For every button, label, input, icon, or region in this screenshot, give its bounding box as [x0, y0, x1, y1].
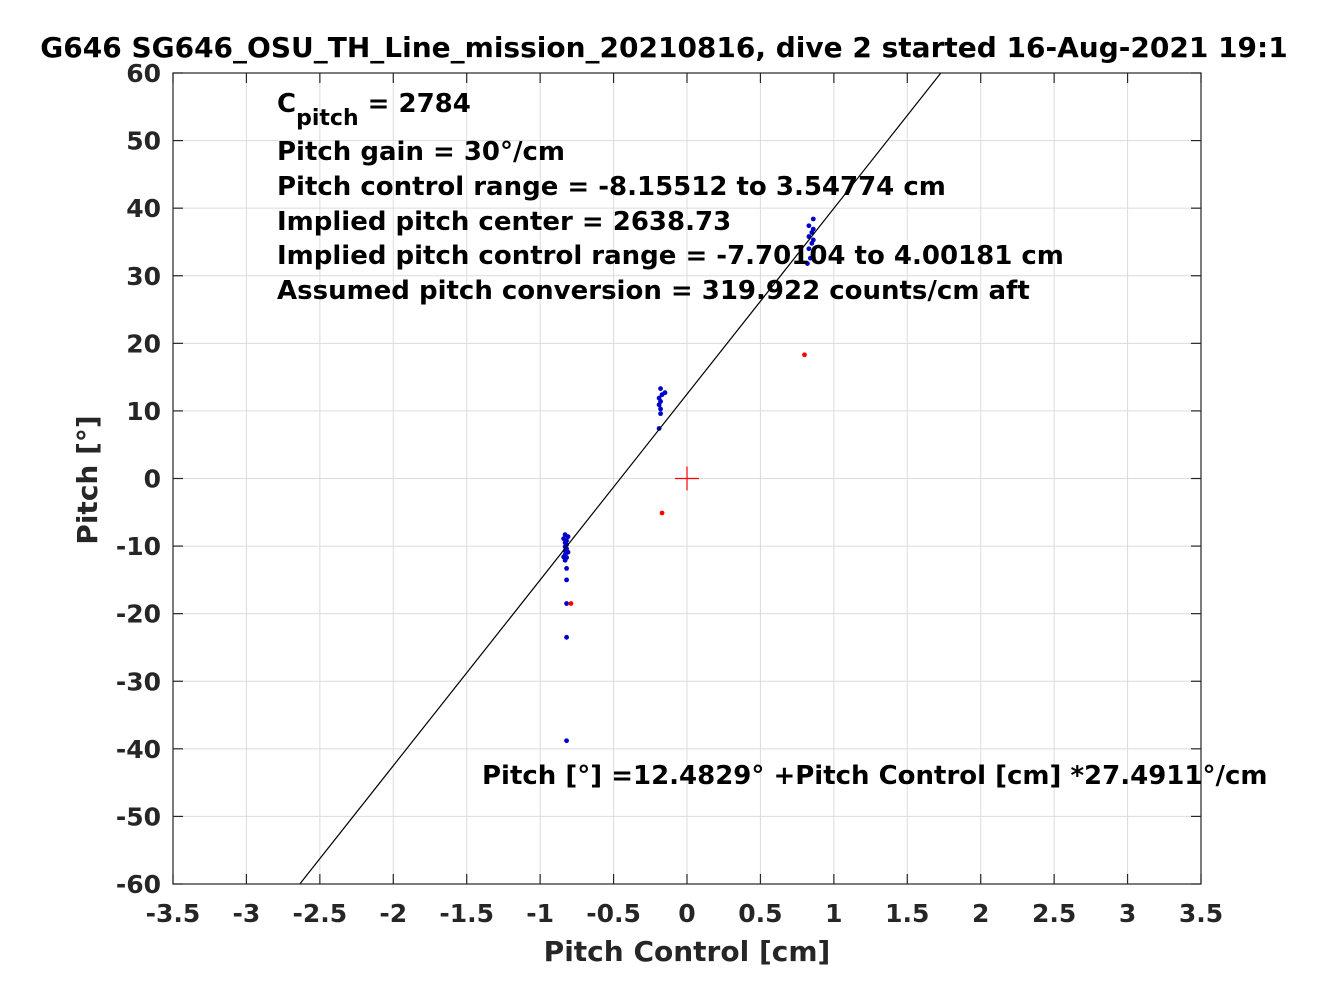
x-tick-labels: -3.5 -3 -2.5 -2 -1.5 -1 -0.5 0 0.5 1 1.5 2 2.5 3 3.5 — [146, 899, 1223, 928]
x-tick-label: -3 — [233, 899, 261, 928]
x-tick-label: 2.5 — [1032, 899, 1076, 928]
blue-data-point — [561, 536, 567, 542]
blue-data-point — [564, 634, 569, 640]
blue-data-point — [564, 738, 569, 744]
annotation-block: Cpitch = 2784 Pitch gain = 30°/cm Pitch … — [277, 89, 1064, 306]
y-tick-label: 60 — [126, 59, 161, 88]
y-tick-label: 50 — [126, 127, 161, 156]
x-tick-label: 3.5 — [1179, 899, 1223, 928]
y-tick-labels: 60 50 40 30 20 10 0 -10 -20 -30 -40 -50 -60 — [116, 59, 161, 899]
fit-equation-annotation: Pitch [°] =12.4829° +Pitch Control [cm] … — [482, 761, 1267, 791]
x-tick-label: -2 — [379, 899, 407, 928]
blue-data-point — [806, 246, 812, 252]
red-data-point — [659, 510, 665, 516]
y-tick-label: 0 — [144, 465, 161, 494]
x-tick-label: -0.5 — [586, 899, 641, 928]
blue-data-point — [810, 226, 816, 232]
blue-data-point — [810, 216, 816, 222]
y-tick-label: -50 — [116, 802, 161, 831]
data-marks — [299, 73, 942, 884]
y-tick-label: -20 — [116, 600, 161, 629]
blue-data-point — [656, 395, 662, 401]
blue-data-point — [807, 255, 813, 261]
blue-data-point — [564, 601, 569, 606]
y-tick-label: -60 — [116, 870, 161, 899]
x-tick-label: 1.5 — [885, 899, 929, 928]
blue-data-point — [806, 223, 812, 229]
red-data-point — [568, 601, 574, 606]
blue-data-point — [662, 390, 668, 396]
blue-data-point — [561, 554, 567, 560]
x-tick-label: 0 — [678, 899, 695, 928]
x-tick-label: -3.5 — [146, 899, 201, 928]
blue-data-point — [810, 250, 816, 256]
c-pitch-annotation: Cpitch = 2784 — [277, 89, 471, 131]
y-tick-label: -10 — [116, 532, 161, 561]
y-tick-label: 30 — [126, 262, 161, 291]
blue-data-point — [805, 261, 810, 266]
y-tick-label: 20 — [126, 329, 161, 358]
implied-pitch-control-range-annotation: Implied pitch control range = -7.70104 t… — [277, 241, 1064, 271]
c-pitch-value: = 2784 — [359, 89, 471, 119]
c-pitch-symbol: C — [277, 89, 296, 119]
implied-pitch-center-annotation: Implied pitch center = 2638.73 — [277, 207, 731, 237]
pitch-control-range-annotation: Pitch control range = -8.15512 to 3.5477… — [277, 172, 946, 202]
y-tick-label: -40 — [116, 735, 161, 764]
blue-data-point — [564, 565, 569, 571]
chart-title: G646 SG646_OSU_TH_Line_mission_20210816,… — [40, 31, 1287, 64]
x-axis-label: Pitch Control [cm] — [544, 935, 831, 968]
blue-data-point — [564, 577, 569, 583]
blue-data-point — [562, 532, 568, 537]
x-tick-label: 2 — [972, 899, 989, 928]
blue-data-point — [658, 386, 663, 392]
y-axis-label: Pitch [°] — [71, 415, 104, 544]
c-pitch-subscript: pitch — [296, 106, 359, 131]
y-tick-label: 10 — [126, 397, 161, 426]
fit-line — [299, 73, 942, 884]
x-tick-label: -1 — [526, 899, 554, 928]
x-tick-label: -1.5 — [439, 899, 494, 928]
red-data-point — [802, 352, 807, 358]
pitch-gain-annotation: Pitch gain = 30°/cm — [277, 137, 565, 167]
y-tick-label: -30 — [116, 667, 161, 696]
x-tick-label: 3 — [1119, 899, 1136, 928]
blue-data-point — [565, 549, 571, 555]
assumed-pitch-conversion-annotation: Assumed pitch conversion = 319.922 count… — [277, 276, 1030, 306]
y-tick-label: 40 — [126, 194, 161, 223]
tick-marks — [172, 72, 1202, 885]
x-tick-label: 1 — [825, 899, 842, 928]
x-tick-label: 0.5 — [738, 899, 782, 928]
center-plus-marker — [675, 466, 699, 491]
blue-data-point — [810, 237, 816, 243]
blue-data-point — [658, 406, 663, 412]
blue-data-point — [658, 411, 663, 417]
x-tick-label: -2.5 — [293, 899, 348, 928]
